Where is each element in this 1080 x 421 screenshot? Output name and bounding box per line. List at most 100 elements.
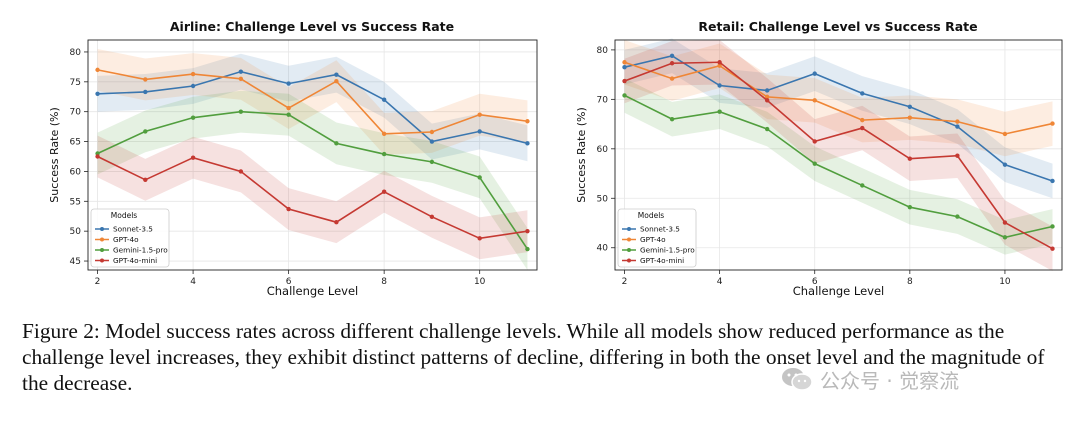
data-point — [955, 153, 960, 158]
y-axis-label: Success Rate (%) — [48, 107, 61, 203]
data-point — [764, 126, 770, 132]
y-axis-label: Success Rate (%) — [575, 107, 588, 203]
y-tick-label: 80 — [597, 46, 609, 56]
legend-marker — [100, 237, 104, 242]
data-point — [1050, 121, 1055, 126]
plot-frame — [614, 39, 1063, 271]
data-point — [477, 129, 482, 134]
x-tick-label: 10 — [999, 277, 1011, 287]
series-line-0 — [97, 70, 528, 145]
data-point — [812, 98, 817, 103]
confidence-band-0 — [624, 38, 1053, 199]
legend-title: Models — [638, 211, 665, 220]
data-point — [1050, 246, 1055, 251]
legend-title: Models — [111, 211, 138, 220]
confidence-band-3 — [97, 135, 528, 260]
series-line-0 — [624, 54, 1053, 182]
legend-entry: Sonnet-3.5 — [113, 225, 153, 234]
data-point — [717, 109, 722, 114]
data-point — [622, 65, 627, 70]
y-tick-label: 80 — [70, 48, 82, 58]
data-point — [95, 154, 100, 159]
legend-box — [617, 208, 697, 268]
data-point — [1002, 235, 1008, 240]
data-point — [717, 60, 722, 65]
data-point — [429, 129, 435, 135]
data-point — [143, 177, 148, 182]
data-point — [860, 117, 865, 123]
data-point — [143, 77, 148, 82]
x-tick-label: 4 — [717, 277, 723, 287]
data-point — [669, 61, 675, 66]
data-point — [669, 76, 675, 81]
series-line-2 — [624, 94, 1053, 239]
data-point — [669, 53, 675, 59]
y-tick-label: 45 — [70, 257, 81, 267]
data-point — [669, 116, 675, 122]
data-point — [812, 71, 817, 76]
legend-marker — [627, 258, 631, 263]
data-point — [190, 83, 196, 89]
legend-entry: Sonnet-3.5 — [640, 225, 680, 234]
legend-entry: GPT-4o-mini — [113, 256, 157, 265]
data-point — [190, 155, 196, 160]
x-tick-label: 6 — [812, 277, 818, 287]
data-point — [381, 189, 387, 194]
data-point — [812, 139, 817, 144]
data-point — [238, 169, 244, 174]
data-point — [907, 115, 913, 120]
data-point — [143, 89, 148, 95]
confidence-band-3 — [624, 40, 1053, 271]
confidence-band-1 — [624, 40, 1053, 157]
x-axis-label: Challenge Level — [267, 284, 359, 298]
data-point — [907, 204, 913, 210]
data-point — [238, 109, 244, 114]
data-point — [334, 141, 339, 146]
data-point — [955, 124, 960, 129]
legend-marker — [627, 227, 631, 231]
data-point — [190, 115, 196, 120]
x-tick-label: 4 — [190, 277, 196, 287]
data-point — [477, 236, 482, 241]
figure-caption: Figure 2: Model success rates across dif… — [22, 319, 1045, 395]
confidence-band-2 — [97, 90, 528, 270]
data-point — [286, 81, 291, 86]
data-point — [1002, 162, 1008, 167]
legend-entry: GPT-4o — [113, 235, 139, 244]
data-point — [860, 91, 865, 96]
data-point — [907, 104, 913, 109]
data-point — [812, 161, 817, 166]
series-line-1 — [624, 61, 1053, 135]
data-point — [764, 98, 770, 103]
data-point — [955, 119, 960, 124]
data-point — [238, 69, 244, 74]
data-point — [429, 139, 435, 144]
data-point — [381, 131, 387, 136]
data-point — [286, 112, 291, 117]
watermark-text: 公众号 · 觉察流 — [820, 368, 960, 393]
legend-entry: GPT-4o-mini — [640, 256, 684, 265]
data-point — [525, 246, 530, 252]
legend-marker — [100, 227, 104, 231]
data-point — [764, 94, 770, 100]
data-point — [622, 78, 627, 84]
series-line-3 — [97, 155, 528, 240]
data-point — [955, 214, 960, 219]
data-point — [1050, 178, 1055, 184]
data-point — [95, 91, 100, 96]
data-point — [622, 93, 627, 98]
data-point — [860, 125, 865, 131]
y-tick-label: 70 — [70, 108, 82, 118]
data-point — [334, 220, 339, 225]
legend-marker — [100, 258, 104, 263]
legend-marker — [100, 248, 104, 252]
data-point — [1002, 220, 1008, 225]
chart-panel-2: Retail: Challenge Level vs Success Rate 2… — [575, 19, 1063, 298]
data-point — [525, 141, 530, 146]
x-tick-label: 8 — [381, 277, 387, 287]
y-tick-label: 70 — [597, 95, 609, 105]
plot-frame — [87, 39, 538, 271]
data-point — [717, 63, 722, 68]
